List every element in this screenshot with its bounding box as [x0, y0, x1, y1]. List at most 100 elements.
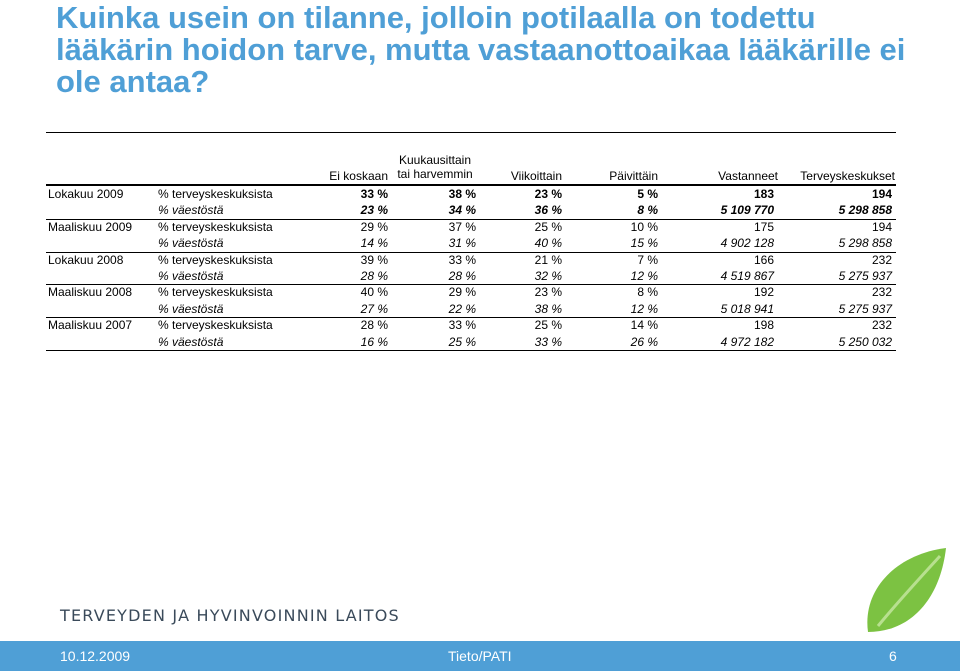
cell-value: 40 %	[360, 285, 388, 300]
cell-value: 14 %	[630, 318, 658, 333]
table-row: Lokakuu 2008 % terveyskeskuksista 39 % 33 %…	[46, 252, 896, 268]
table-row: % väestöstä 16 % 25 % 33 % 26 % 4 972 182 5 25…	[46, 334, 896, 350]
footer-bar: 10.12.2009 Tieto/PATI 6	[0, 641, 960, 671]
cell-value: 33 %	[534, 334, 562, 349]
group-divider	[46, 251, 896, 253]
group-divider	[46, 284, 896, 286]
cell-value: 23 %	[534, 285, 562, 300]
cell-value: 38 %	[534, 301, 562, 316]
cell-value: 33 %	[448, 252, 476, 267]
page-number: 6	[889, 648, 897, 664]
group-divider	[46, 317, 896, 319]
cell-value: 33 %	[360, 187, 388, 201]
row-period: Maaliskuu 2008	[48, 285, 133, 300]
group-divider	[46, 218, 896, 220]
cell-value: 36 %	[534, 203, 562, 218]
page-title: Kuinka usein on tilanne, jolloin potilaa…	[56, 0, 906, 99]
cell-value: 16 %	[360, 334, 388, 349]
survey-table: Ei koskaan Kuukausittain tai harvemmin V…	[46, 132, 896, 351]
cell-value: 40 %	[534, 236, 562, 251]
cell-value: 166	[753, 252, 774, 267]
cell-value: 194	[871, 219, 892, 234]
header-divider	[46, 184, 896, 186]
cell-value: 27 %	[360, 301, 388, 316]
cell-value: 29 %	[448, 285, 476, 300]
cell-value: 232	[871, 252, 892, 267]
cell-value: 39 %	[360, 252, 388, 267]
cell-value: 232	[871, 318, 892, 333]
cell-value: 10 %	[630, 219, 658, 234]
cell-value: 5 018 941	[720, 301, 774, 316]
cell-value: 198	[753, 318, 774, 333]
row-period: Maaliskuu 2007	[48, 318, 133, 333]
row-type: % terveyskeskuksista	[158, 252, 273, 267]
cell-value: 4 519 867	[720, 269, 774, 283]
cell-value: 23 %	[360, 203, 388, 218]
header-paivittain: Päivittäin	[609, 169, 658, 183]
cell-value: 232	[871, 285, 892, 300]
row-type: % väestöstä	[158, 236, 224, 251]
cell-value: 7 %	[637, 252, 658, 267]
cell-value: 4 902 128	[720, 236, 774, 251]
cell-value: 5 %	[637, 187, 658, 201]
cell-value: 26 %	[630, 334, 658, 349]
cell-value: 28 %	[448, 269, 476, 283]
cell-value: 34 %	[448, 203, 476, 218]
row-type: % terveyskeskuksista	[158, 285, 273, 300]
cell-value: 8 %	[637, 203, 658, 218]
row-type: % väestöstä	[158, 301, 224, 316]
cell-value: 192	[753, 285, 774, 300]
cell-value: 37 %	[448, 219, 476, 234]
table-row: Maaliskuu 2008 % terveyskeskuksista 40 % 29…	[46, 284, 896, 300]
cell-value: 12 %	[630, 269, 658, 283]
row-period: Lokakuu 2009	[48, 187, 124, 201]
table-row: % väestöstä 23 % 34 % 36 % 8 % 5 109 770 5 298…	[46, 202, 896, 218]
cell-value: 5 109 770	[720, 203, 774, 218]
cell-value: 5 298 858	[838, 203, 892, 218]
row-type: % väestöstä	[158, 334, 224, 349]
cell-value: 14 %	[360, 236, 388, 251]
row-type: % terveyskeskuksista	[158, 187, 273, 201]
table-row: Lokakuu 2009 % terveyskeskuksista 33 % 38 %…	[46, 186, 896, 202]
cell-value: 15 %	[630, 236, 658, 251]
cell-value: 25 %	[534, 219, 562, 234]
table-row: % väestöstä 14 % 31 % 40 % 15 % 4 902 128 5 29…	[46, 235, 896, 251]
header-ei-koskaan: Ei koskaan	[329, 169, 388, 183]
green-leaf-icon	[867, 548, 946, 632]
row-period: Lokakuu 2008	[48, 252, 124, 267]
cell-value: 194	[871, 187, 892, 201]
table-row: Maaliskuu 2009 % terveyskeskuksista 29 % 37…	[46, 219, 896, 235]
cell-value: 33 %	[448, 318, 476, 333]
cell-value: 22 %	[448, 301, 476, 316]
institution-logo-text: TERVEYDEN JA HYVINVOINNIN LAITOS	[60, 606, 400, 625]
cell-value: 25 %	[534, 318, 562, 333]
cell-value: 5 275 937	[838, 301, 892, 316]
table-row: % väestöstä 28 % 28 % 32 % 12 % 4 519 867 5 27…	[46, 268, 896, 284]
cell-value: 28 %	[360, 318, 388, 333]
cell-value: 5 250 032	[838, 334, 892, 349]
row-period: Maaliskuu 2009	[48, 219, 133, 234]
header-kuukausittain-2: tai harvemmin	[397, 167, 473, 181]
cell-value: 12 %	[630, 301, 658, 316]
row-type: % väestöstä	[158, 203, 224, 218]
table-header: Ei koskaan Kuukausittain tai harvemmin V…	[46, 133, 896, 186]
cell-value: 31 %	[448, 236, 476, 251]
header-kuukausittain-1: Kuukausittain	[398, 153, 472, 167]
group-divider	[46, 350, 896, 351]
cell-value: 8 %	[637, 285, 658, 300]
cell-value: 21 %	[534, 252, 562, 267]
table-row: % väestöstä 27 % 22 % 38 % 12 % 5 018 941 5 27…	[46, 301, 896, 317]
cell-value: 4 972 182	[720, 334, 774, 349]
cell-value: 5 298 858	[838, 236, 892, 251]
cell-value: 38 %	[448, 187, 476, 201]
cell-value: 25 %	[448, 334, 476, 349]
cell-value: 5 275 937	[838, 269, 892, 283]
table-row: Maaliskuu 2007 % terveyskeskuksista 28 % 33…	[46, 317, 896, 333]
header-terveyskeskukset: Terveyskeskukset	[800, 169, 895, 183]
footer-date: 10.12.2009	[60, 648, 131, 664]
cell-value: 28 %	[360, 269, 388, 283]
header-viikoittain: Viikoittain	[510, 169, 562, 183]
row-type: % terveyskeskuksista	[158, 318, 273, 333]
cell-value: 175	[753, 219, 774, 234]
cell-value: 29 %	[360, 219, 388, 234]
